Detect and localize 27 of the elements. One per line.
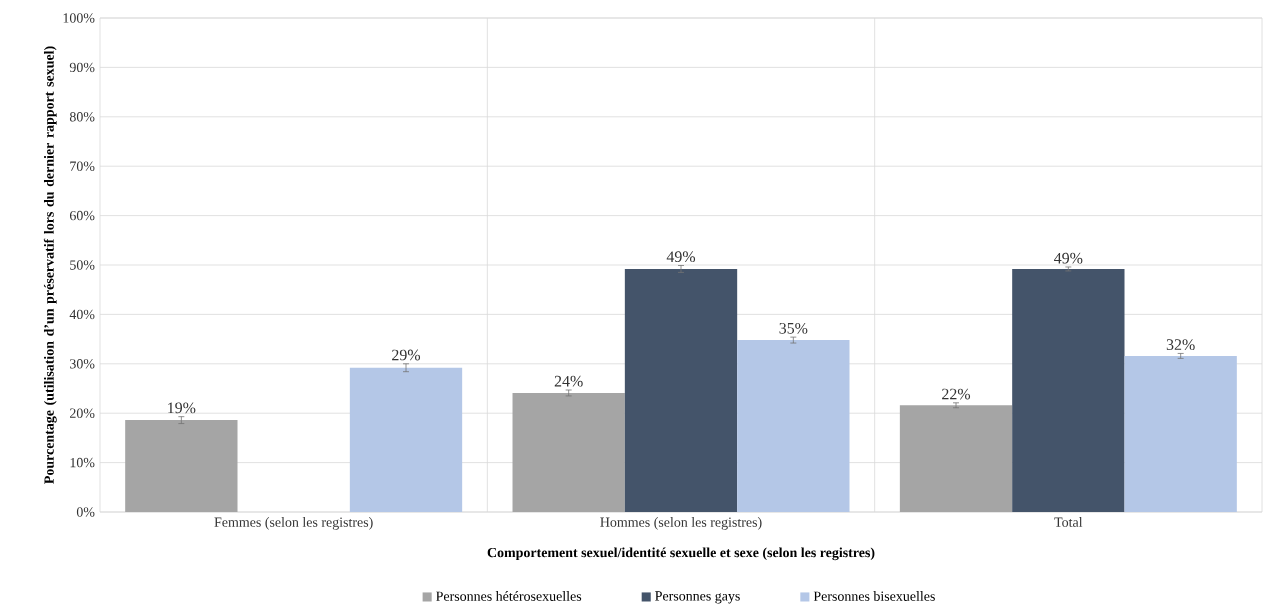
legend-label: Personnes gays xyxy=(655,591,740,604)
y-axis-title: Pourcentage (utilisation d’un préservatif lors du dernier rapport sexuel) xyxy=(43,46,57,484)
y-tick-label: 60% xyxy=(69,210,95,221)
data-label: 22% xyxy=(942,388,971,400)
data-label: 49% xyxy=(1054,252,1083,264)
y-tick-label: 50% xyxy=(70,260,95,270)
y-tick-label: 10% xyxy=(70,457,95,468)
x-tick-label: Total xyxy=(1054,517,1083,527)
x-axis-title: Comportement sexuel/identité sexuelle et sexe (selon les registres) xyxy=(487,547,875,561)
y-tick-label: 0% xyxy=(76,507,95,517)
x-tick-label: Femmes (selon les registres) xyxy=(214,517,373,530)
data-label: 19% xyxy=(168,402,196,414)
data-label: 32% xyxy=(1166,339,1195,351)
y-tick-label: 20% xyxy=(70,408,95,418)
y-tick-label: 100% xyxy=(63,13,95,23)
y-tick-label: 30% xyxy=(70,359,95,369)
data-label: 29% xyxy=(392,349,421,361)
y-tick-label: 70% xyxy=(70,161,95,171)
data-label: 24% xyxy=(554,375,583,387)
y-tick-label: 80% xyxy=(69,112,95,122)
y-tick-label: 90% xyxy=(69,62,95,73)
data-label: 35% xyxy=(779,322,808,334)
legend-label: Personnes bisexuelles xyxy=(813,591,935,601)
x-tick-label: Hommes (selon les registres) xyxy=(600,517,762,530)
data-label: 49% xyxy=(666,251,696,263)
legend-label: Personnes hétérosexuelles xyxy=(436,591,582,601)
y-tick-label: 40% xyxy=(69,309,95,320)
